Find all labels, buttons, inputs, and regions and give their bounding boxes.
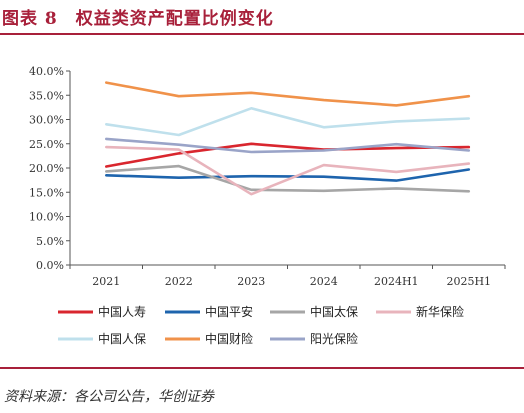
chart-lines: [105, 81, 471, 196]
y-tick-label: 25.0%: [29, 138, 64, 151]
chart-title: 图表 8 权益类资产配置比例变化: [2, 9, 274, 29]
legend-label: 中国平安: [205, 304, 253, 319]
y-tick-label: 35.0%: [29, 89, 64, 102]
legend-label: 中国财险: [205, 331, 253, 346]
series-line-1: [105, 142, 471, 168]
x-tick-label: 2024H1: [374, 275, 419, 288]
chart-axes: 0.0% 5.0% 10.0% 15.0% 20.0% 25.0% 30.0% 35.0% 40…: [29, 65, 506, 288]
x-tick-label: 2024: [310, 275, 338, 288]
legend-label: 新华保险: [416, 304, 464, 319]
y-tick-label: 15.0%: [29, 186, 64, 199]
title-bar: 图表 8 权益类资产配置比例变化: [0, 0, 524, 35]
legend-label: 中国太保: [310, 304, 358, 319]
y-tick-label: 0.0%: [36, 259, 64, 272]
series-line-7: [105, 137, 471, 154]
series-line-3: [105, 164, 471, 193]
x-tick-label: 2025H1: [446, 275, 491, 288]
legend-label: 中国人保: [98, 331, 146, 346]
title-divider: [0, 33, 524, 35]
legend-label: 阳光保险: [310, 331, 358, 346]
y-tick-label: 20.0%: [29, 162, 64, 175]
series-line-6: [105, 81, 471, 107]
legend-label: 中国人寿: [98, 304, 146, 319]
source-note: 资料来源：各公司公告，华创证券: [4, 389, 214, 405]
x-tick-label: 2021: [92, 275, 120, 288]
source-divider: [0, 367, 524, 369]
series-line-2: [105, 168, 471, 182]
y-tick-label: 10.0%: [29, 211, 64, 224]
x-tick-label: 2022: [165, 275, 193, 288]
series-line-4: [105, 145, 471, 196]
series-line-5: [105, 107, 471, 137]
y-tick-label: 40.0%: [29, 65, 64, 78]
x-tick-label: 2023: [237, 275, 265, 288]
y-tick-label: 5.0%: [36, 235, 64, 248]
y-tick-label: 30.0%: [29, 114, 64, 127]
